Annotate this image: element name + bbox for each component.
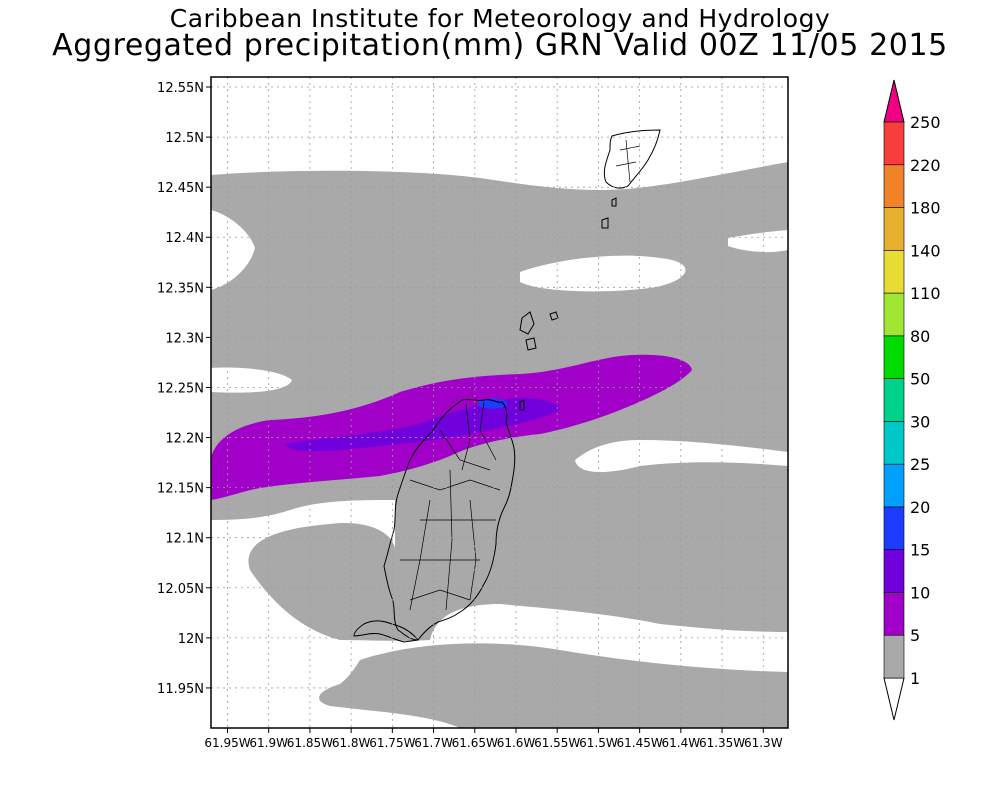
colorbar-level-label: 15	[910, 541, 930, 560]
small-island-2	[611, 197, 617, 207]
colorbar-level-label: 250	[910, 113, 941, 132]
lat-tick-label: 11.95N	[157, 682, 204, 697]
small-island-6	[519, 399, 525, 411]
dry-area-2	[520, 255, 686, 292]
colorbar-segment	[883, 164, 905, 208]
colorbar-segment	[883, 549, 905, 593]
colorbar-level-label: 110	[910, 284, 941, 303]
title-line-1: Caribbean Institute for Meteorology and …	[169, 4, 831, 33]
precip-band-1-5-south	[319, 643, 788, 728]
colorbar-below-triangle	[883, 677, 905, 721]
lon-tick-label: 61.3W	[744, 736, 783, 750]
lon-tick-label: 61.9W	[249, 736, 288, 750]
dry-area-1	[211, 210, 255, 290]
precip-band-10-15	[285, 398, 560, 452]
colorbar-level-label: 10	[910, 583, 930, 602]
colorbar-segment	[883, 421, 905, 465]
colorbar-above-triangle	[883, 79, 905, 123]
latitude-labels: 12.55N 12.5N 12.45N 12.4N 12.35N 12.3N 12.25N 1…	[157, 81, 211, 697]
colorbar-level-label: 180	[910, 199, 941, 218]
lat-tick-label: 12.4N	[165, 231, 204, 246]
colorbar-segment	[883, 121, 905, 166]
colorbar-segment	[883, 207, 905, 251]
small-island-4	[525, 337, 537, 351]
lat-tick-label: 12.5N	[165, 131, 204, 146]
colorbar-level-label: 20	[910, 498, 930, 517]
lat-tick-label: 12.15N	[157, 482, 204, 497]
dry-area-4	[728, 230, 788, 253]
lon-tick-label: 61.95W	[204, 736, 250, 750]
colorbar-segment	[883, 506, 905, 550]
lat-tick-label: 12.1N	[165, 532, 204, 547]
colorbar-level-label: 220	[910, 156, 941, 175]
lat-tick-label: 12.55N	[157, 81, 204, 96]
colorbar-segment	[883, 250, 905, 294]
carriacou-island	[603, 129, 661, 189]
precipitation-field	[211, 77, 788, 728]
colorbar-level-label: 1	[910, 669, 920, 688]
precip-band-15-20	[478, 398, 508, 409]
small-island-3	[519, 311, 535, 335]
colorbar-segment	[883, 335, 905, 379]
plot-frame	[210, 76, 789, 729]
colorbar-level-label: 5	[910, 626, 920, 645]
colorbar-segment	[883, 634, 905, 679]
grenada-main-island	[383, 398, 516, 641]
graticule	[211, 77, 788, 728]
colorbar-level-label: 140	[910, 241, 941, 260]
lat-tick-label: 12.05N	[157, 582, 204, 597]
lon-tick-label: 61.7W	[414, 736, 453, 750]
lon-tick-label: 61.35W	[699, 736, 745, 750]
lon-tick-label: 61.55W	[534, 736, 580, 750]
colorbar-segment	[883, 292, 905, 337]
lat-tick-label: 12N	[178, 632, 204, 647]
lon-tick-label: 61.6W	[497, 736, 536, 750]
lat-tick-label: 12.35N	[157, 281, 204, 296]
lat-tick-label: 12.45N	[157, 181, 204, 196]
longitude-labels: 61.95W61.9W61.85W61.8W61.75W61.7W61.65W6…	[204, 728, 783, 750]
lat-tick-label: 12.3N	[165, 331, 204, 346]
colorbar-segment	[883, 592, 905, 636]
lon-tick-label: 61.45W	[617, 736, 663, 750]
colorbar-segment	[883, 463, 905, 508]
lon-tick-label: 61.85W	[287, 736, 333, 750]
colorbar-level-label: 50	[910, 370, 930, 389]
colorbar-level-label: 25	[910, 455, 930, 474]
lon-tick-label: 61.5W	[579, 736, 618, 750]
lon-tick-label: 61.65W	[452, 736, 498, 750]
colorbar-segment	[883, 378, 905, 422]
lon-tick-label: 61.4W	[662, 736, 701, 750]
coastlines	[353, 129, 661, 643]
lon-tick-label: 61.8W	[332, 736, 371, 750]
title-line-2: Aggregated precipitation(mm) GRN Valid 0…	[52, 28, 948, 63]
dry-area-3	[211, 367, 292, 393]
colorbar-level-label: 30	[910, 412, 930, 431]
grenada-sw-peninsula	[353, 620, 419, 643]
small-island-5	[549, 311, 559, 321]
lat-tick-label: 12.25N	[157, 381, 204, 396]
parish-boundaries	[400, 401, 501, 611]
small-island-1	[601, 217, 609, 229]
lat-tick-label: 12.2N	[165, 432, 204, 447]
colorbar-level-label: 80	[910, 327, 930, 346]
carriacou-boundaries	[615, 139, 641, 183]
lon-tick-label: 61.75W	[369, 736, 415, 750]
